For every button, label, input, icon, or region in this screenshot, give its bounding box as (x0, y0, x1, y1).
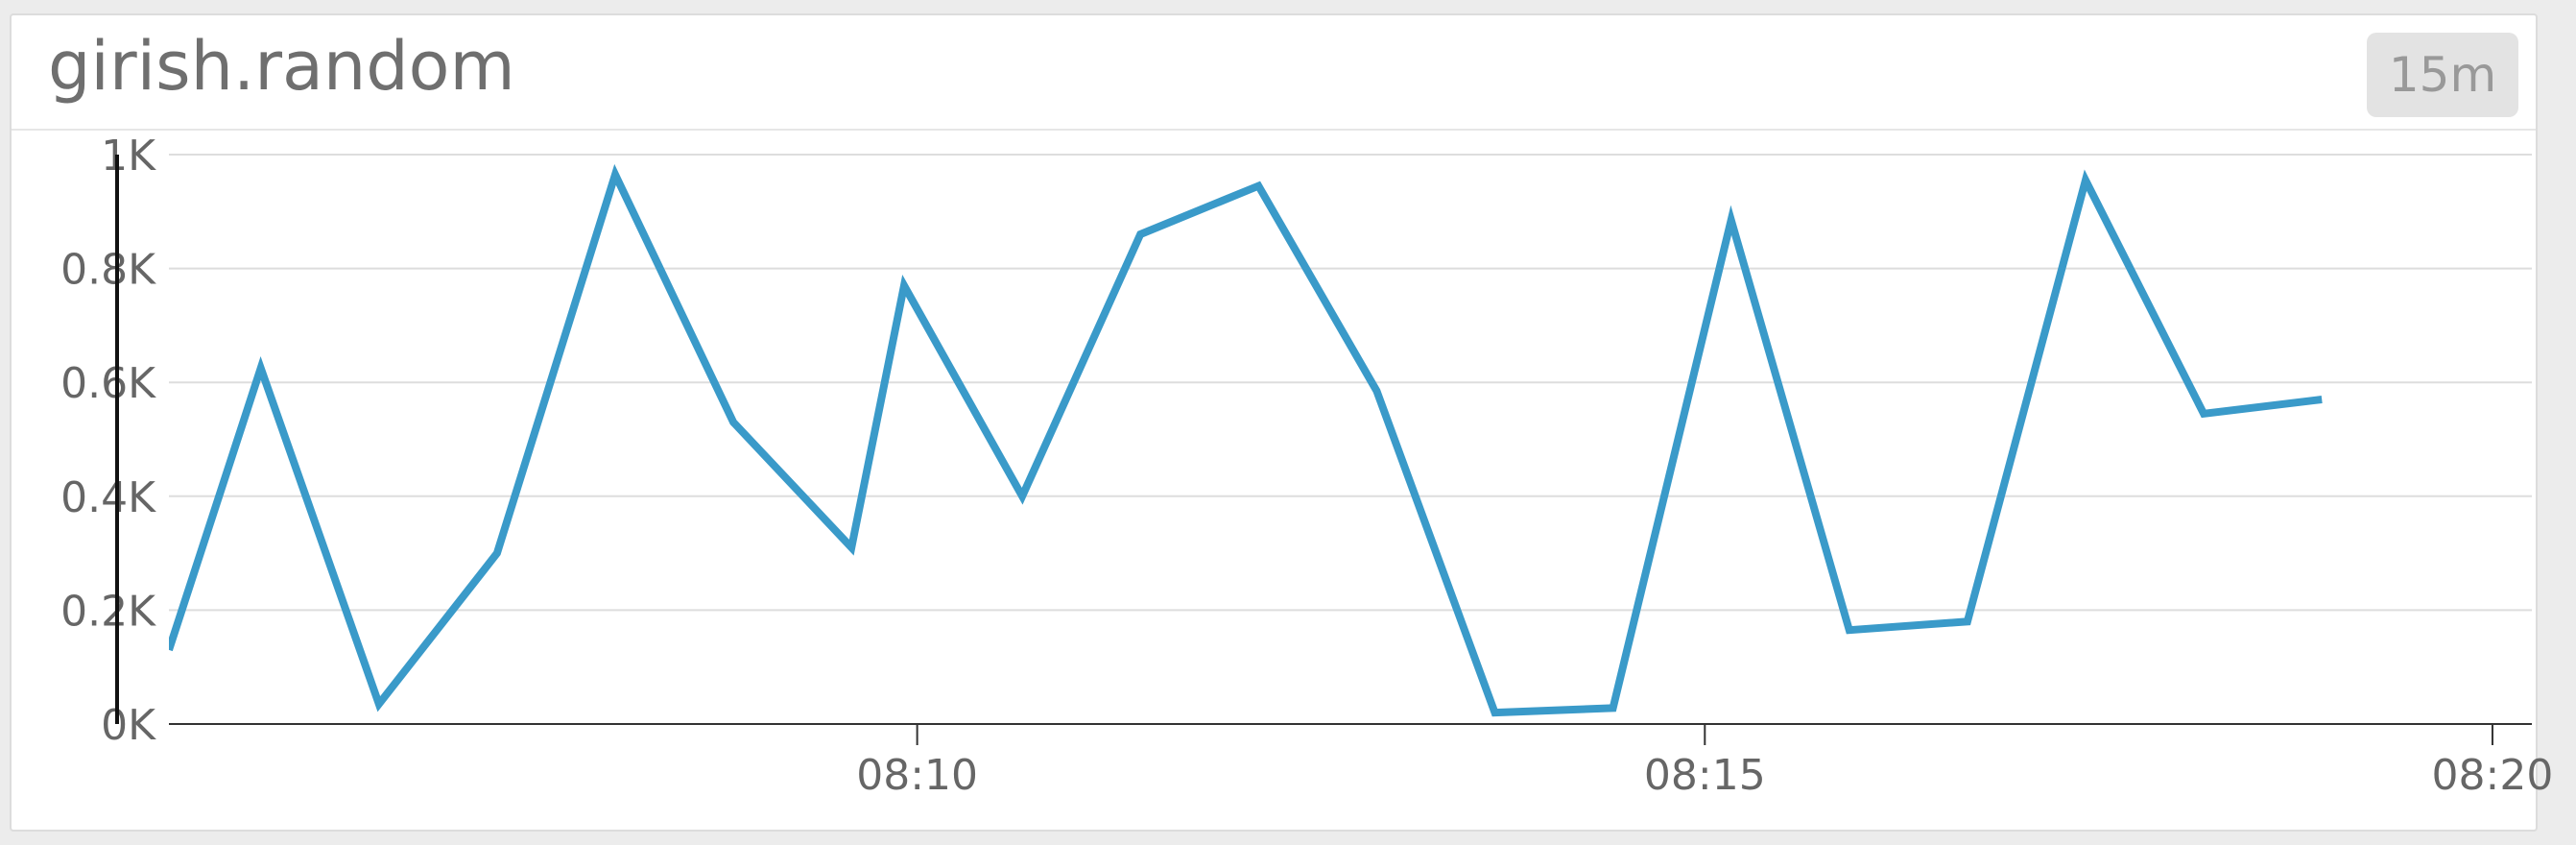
graph-widget: girish.random 15m (10, 13, 2538, 832)
y-tick-label: 0.2K (60, 587, 156, 636)
x-tick-label: 08:15 (1644, 751, 1766, 800)
y-tick-label: 0.6K (60, 359, 156, 408)
y-tick-label: 1K (101, 132, 156, 181)
widget-title: girish.random (48, 27, 515, 106)
x-tick-label: 08:10 (856, 751, 978, 800)
time-range-badge[interactable]: 15m (2367, 33, 2518, 117)
y-tick-label: 0.4K (60, 473, 156, 522)
y-tick-label: 0.8K (60, 246, 156, 295)
series-line (169, 163, 2323, 717)
x-tick-label: 08:20 (2432, 751, 2554, 800)
y-tick-label: 0K (101, 701, 156, 750)
widget-header: girish.random 15m (12, 15, 2536, 131)
